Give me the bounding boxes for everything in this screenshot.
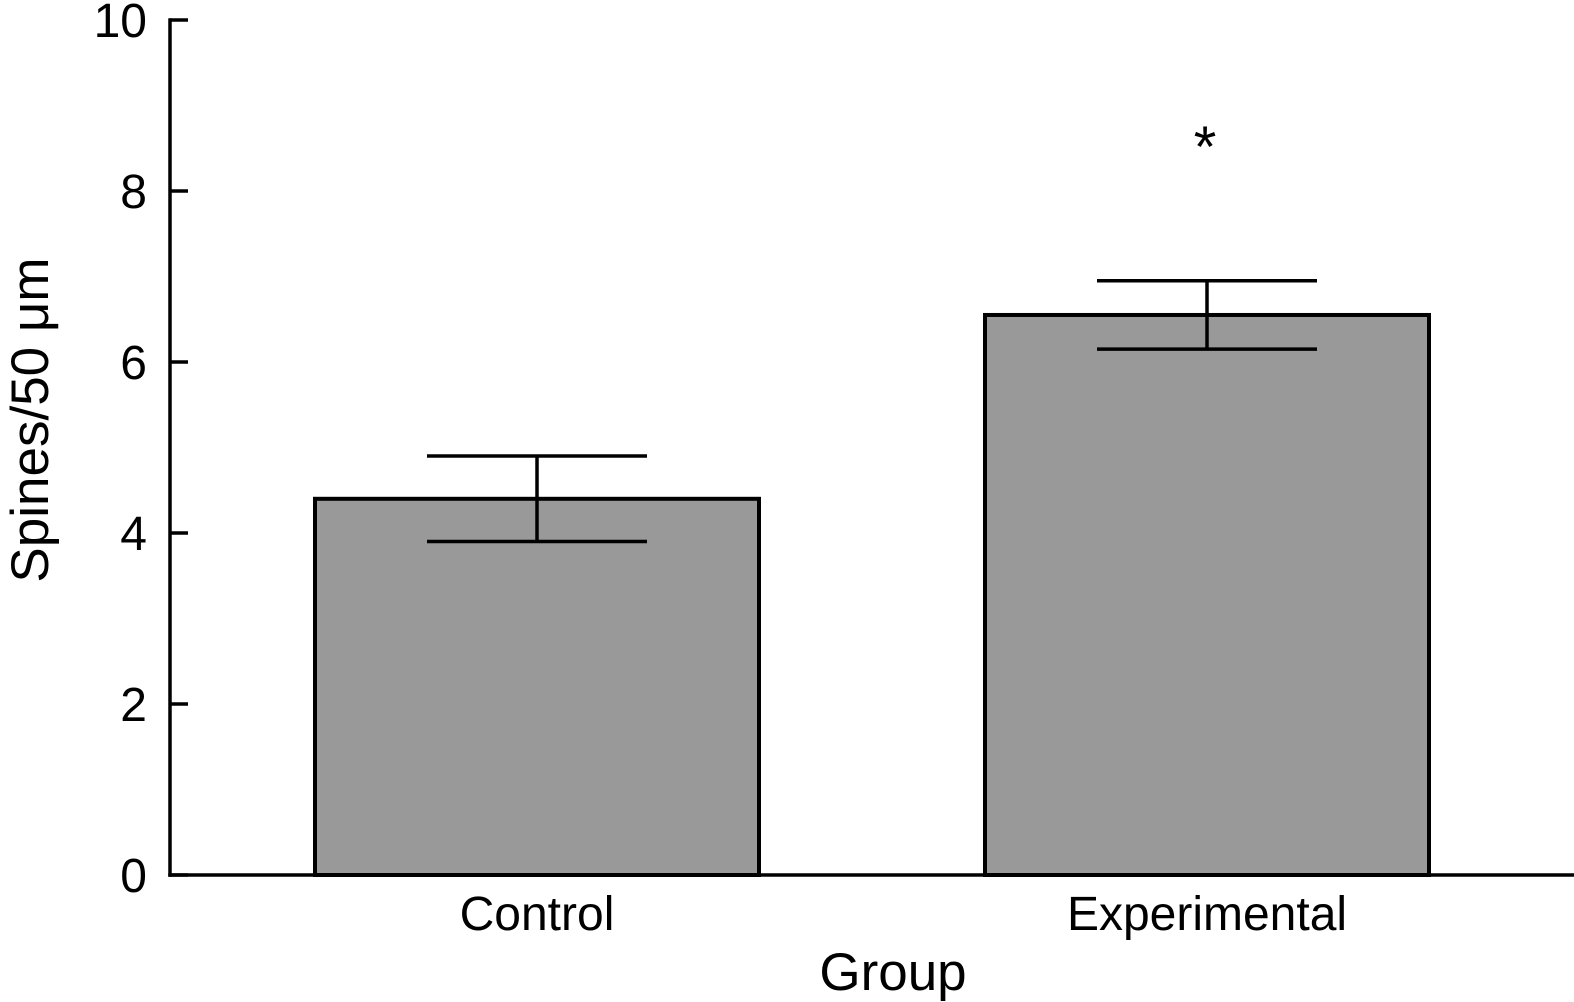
x-axis-title: Group — [819, 943, 966, 1002]
x-category-label: Control — [460, 888, 615, 941]
x-category-label: Experimental — [1067, 888, 1347, 941]
y-tick-label: 2 — [120, 679, 147, 732]
y-axis-title: Spines/50 μm — [1, 257, 60, 582]
y-tick-label: 0 — [120, 850, 147, 903]
y-tick-label: 10 — [94, 0, 147, 48]
bar-experimental — [983, 312, 1431, 878]
bar-control — [313, 496, 761, 877]
y-tick-label: 4 — [120, 508, 147, 561]
y-tick-label: 8 — [120, 166, 147, 219]
significance-asterisk: * — [1194, 115, 1217, 180]
y-tick-label: 6 — [120, 337, 147, 390]
